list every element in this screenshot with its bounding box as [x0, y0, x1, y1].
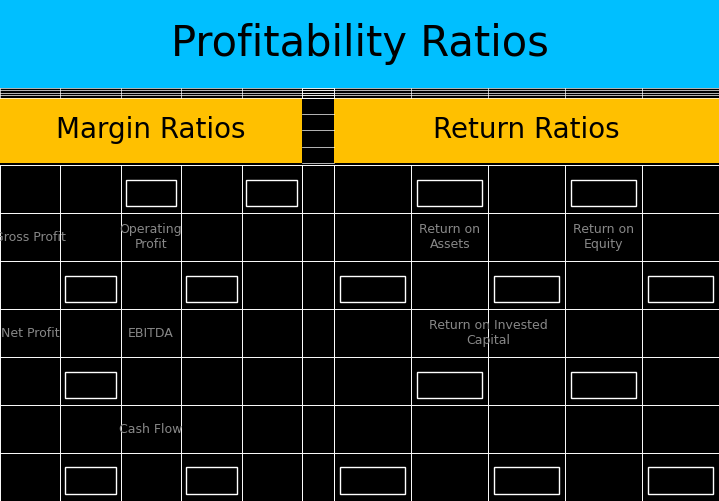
Bar	[65, 372, 116, 398]
Bar	[247, 180, 297, 206]
Bar	[65, 467, 116, 494]
Text: EBITDA: EBITDA	[128, 327, 174, 340]
Text: Return on
Equity: Return on Equity	[573, 223, 634, 252]
Bar	[418, 180, 482, 206]
Bar	[495, 276, 559, 302]
Bar	[495, 467, 559, 494]
Text: Cash Flow: Cash Flow	[119, 422, 183, 435]
Bar	[572, 180, 636, 206]
Text: Net Profit: Net Profit	[1, 327, 60, 340]
Bar	[334, 98, 719, 163]
Text: Return on Invested
Capital: Return on Invested Capital	[429, 319, 548, 347]
Text: Gross Profit: Gross Profit	[0, 231, 66, 244]
Bar	[572, 372, 636, 398]
Bar	[0, 98, 302, 163]
Bar	[302, 98, 334, 163]
Bar	[341, 276, 405, 302]
Bar	[126, 180, 176, 206]
Bar	[186, 467, 237, 494]
Text: Profitability Ratios: Profitability Ratios	[170, 23, 549, 65]
Text: Margin Ratios: Margin Ratios	[56, 116, 246, 144]
Text: Operating
Profit: Operating Profit	[119, 223, 183, 252]
Bar	[186, 276, 237, 302]
Bar	[649, 467, 713, 494]
Bar	[0, 0, 719, 88]
Bar	[649, 276, 713, 302]
Text: Return on
Assets: Return on Assets	[419, 223, 480, 252]
Bar	[65, 276, 116, 302]
Text: Return Ratios: Return Ratios	[434, 116, 620, 144]
Bar	[418, 372, 482, 398]
Bar	[341, 467, 405, 494]
